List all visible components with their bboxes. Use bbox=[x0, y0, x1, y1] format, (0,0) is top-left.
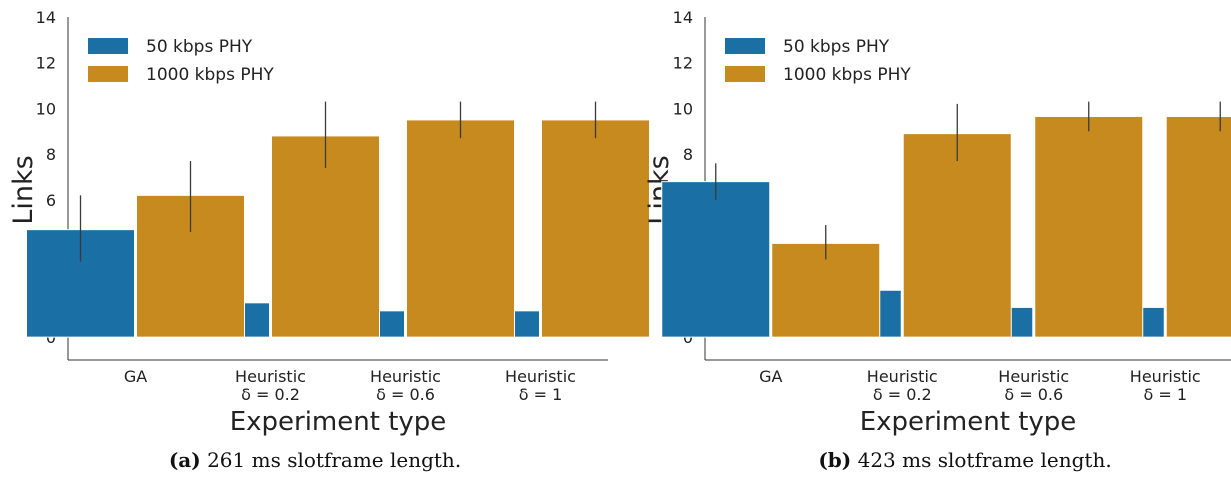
y-tick-label: 12 bbox=[36, 54, 56, 73]
x-tick-label: Heuristic bbox=[235, 367, 306, 386]
x-tick-label: δ = 0.6 bbox=[1004, 385, 1063, 404]
x-tick-label: δ = 1 bbox=[1143, 385, 1187, 404]
bar bbox=[271, 135, 380, 338]
chart-a: 02468101214LinksGAHeuristicδ = 0.2Heuris… bbox=[8, 8, 650, 437]
x-tick-label: δ = 1 bbox=[519, 385, 563, 404]
caption-b-label: (b) bbox=[818, 448, 852, 472]
bar bbox=[406, 119, 515, 338]
legend-swatch bbox=[88, 66, 128, 82]
y-tick-label: 12 bbox=[673, 54, 693, 73]
y-axis-label: Links bbox=[8, 155, 39, 224]
x-tick-label: GA bbox=[759, 367, 782, 386]
y-tick-label: 10 bbox=[673, 99, 693, 118]
caption-a-label: (a) bbox=[168, 448, 201, 472]
x-tick-label: Heuristic bbox=[505, 367, 576, 386]
y-tick-label: 0 bbox=[683, 328, 693, 347]
y-tick-label: 14 bbox=[36, 8, 56, 27]
x-tick-label: GA bbox=[124, 367, 147, 386]
caption-b-text: 423 ms slotframe length. bbox=[857, 448, 1112, 472]
legend-swatch bbox=[725, 38, 765, 54]
legend-swatch bbox=[88, 38, 128, 54]
bar bbox=[902, 133, 1012, 338]
y-tick-label: 8 bbox=[683, 145, 693, 164]
legend-swatch bbox=[725, 66, 765, 82]
legend-label: 50 kbps PHY bbox=[783, 37, 890, 57]
legend-label: 50 kbps PHY bbox=[146, 37, 253, 57]
x-tick-label: Heuristic bbox=[867, 367, 938, 386]
x-tick-label: Heuristic bbox=[1130, 367, 1201, 386]
caption-a: (a) 261 ms slotframe length. bbox=[95, 448, 535, 472]
x-tick-label: δ = 0.6 bbox=[376, 385, 435, 404]
legend-label: 1000 kbps PHY bbox=[783, 65, 911, 85]
y-tick-label: 14 bbox=[673, 8, 693, 27]
x-tick-label: δ = 0.2 bbox=[873, 385, 932, 404]
x-tick-label: Heuristic bbox=[370, 367, 441, 386]
x-axis-label: Experiment type bbox=[860, 407, 1077, 437]
bar bbox=[1034, 115, 1144, 338]
x-tick-label: δ = 0.2 bbox=[241, 385, 300, 404]
caption-a-text: 261 ms slotframe length. bbox=[207, 448, 462, 472]
chart-b: 02468101214LinksGAHeuristicδ = 0.2Heuris… bbox=[644, 8, 1231, 437]
y-tick-label: 6 bbox=[46, 191, 56, 210]
bar bbox=[541, 119, 650, 338]
x-axis-label: Experiment type bbox=[230, 407, 447, 437]
x-tick-label: Heuristic bbox=[998, 367, 1069, 386]
caption-b: (b) 423 ms slotframe length. bbox=[745, 448, 1185, 472]
bar bbox=[1165, 115, 1231, 338]
y-tick-label: 10 bbox=[36, 99, 56, 118]
bar bbox=[661, 181, 771, 338]
legend-label: 1000 kbps PHY bbox=[146, 65, 274, 85]
y-tick-label: 8 bbox=[46, 145, 56, 164]
